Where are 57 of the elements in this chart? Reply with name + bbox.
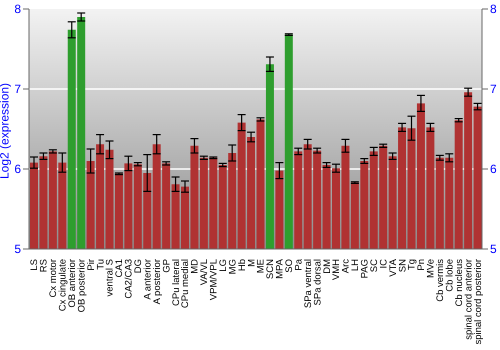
x-tick-label: MG [227, 259, 238, 274]
y2-tick-label: 5 [490, 242, 497, 256]
y2-tick-label: 8 [490, 2, 497, 16]
x-tick-label: Pa [293, 258, 304, 271]
x-tick-label: LS [29, 259, 40, 271]
x-tick-label: SCN [265, 258, 276, 280]
x-tick-label: Cx motor [48, 259, 60, 298]
x-tick-label: CA1 [114, 259, 126, 278]
x-tick-label: DG [133, 259, 144, 274]
x-tick-label: MD [190, 258, 201, 274]
y-tick-label: 6 [14, 162, 22, 176]
y-tick-label: 5 [14, 242, 22, 256]
x-tick-label: A anterior [142, 259, 154, 300]
x-tick-label: ventral S [104, 259, 116, 296]
x-tick-label: LH [350, 258, 362, 272]
x-tick-label: VA/VL [199, 259, 210, 286]
x-tick-label: VTA [388, 258, 399, 277]
y-axis-title: Log2 (expression) [0, 82, 12, 179]
x-tick-label: OB anterior [66, 259, 78, 308]
x-tick-label: CPu medial [180, 259, 192, 308]
x-tick-label: Cx cingulate [58, 259, 69, 312]
x-tick-label: SC [368, 258, 380, 272]
x-tick-label: GP [161, 259, 172, 273]
y2-tick-label: 6 [490, 162, 497, 176]
x-tick-label: PAG [360, 259, 371, 278]
x-tick-label: Tg [406, 259, 418, 270]
x-tick-label: CA2/CA3 [124, 259, 135, 299]
x-tick-label: Cb nucleus [454, 258, 465, 307]
x-tick-label: SN [397, 258, 408, 272]
x-tick-label: IC [378, 258, 390, 268]
x-tick-label: Arc [340, 258, 352, 274]
x-tick-label: A posterior [152, 259, 163, 304]
x-tick-label: Cb vermis [435, 258, 446, 302]
x-tick-label: ME [256, 259, 267, 274]
x-tick-label: DM [322, 258, 333, 274]
x-tick-label: M [246, 258, 258, 267]
x-tick-label: LG [218, 259, 229, 272]
x-tick-label: SO [284, 259, 296, 273]
y-tick-label: 8 [14, 2, 22, 16]
y-tick-label: 7 [14, 82, 22, 96]
x-tick-label: Pn [416, 259, 428, 271]
x-tick-label: spinal cord posterior [472, 259, 484, 345]
x-tick-label: VMH [331, 258, 342, 280]
x-tick-label: RS [38, 259, 50, 272]
x-tick-label: Hb [236, 259, 248, 272]
x-tick-label: SPa dorsal [312, 259, 324, 306]
y2-tick-label: 7 [490, 82, 497, 96]
x-tick-label: spinal cord anterior [463, 259, 474, 340]
x-tick-label: CPu lateral [170, 259, 182, 306]
x-tick-label: Pir [86, 259, 97, 271]
x-tick-label: VPM/VPL [208, 259, 220, 300]
x-tick-label: Cb lobe [444, 259, 456, 292]
x-tick-label: OB posterior [76, 259, 88, 312]
x-tick-label: MPA [274, 258, 286, 279]
x-tick-label: MVe [426, 259, 437, 278]
x-tick-label: Tu [95, 259, 106, 270]
x-tick-label: SPa ventral [302, 259, 314, 308]
